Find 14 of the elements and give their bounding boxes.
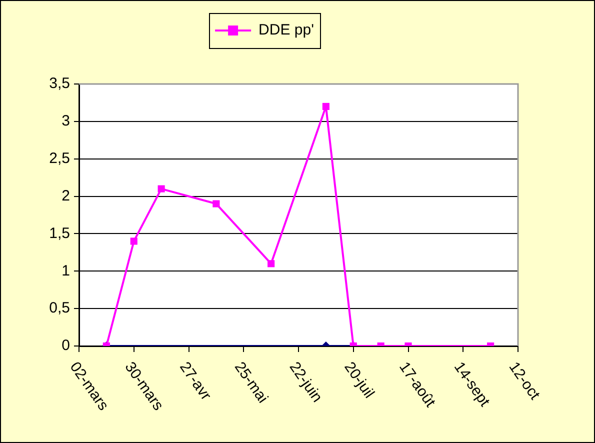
- y-tick-label: 2,5: [49, 150, 70, 167]
- y-tick-label: 0,5: [49, 300, 70, 317]
- y-tick-label: 3: [62, 112, 70, 130]
- point: [322, 102, 330, 110]
- y-tick-label: 1,5: [49, 224, 70, 242]
- point: [212, 200, 220, 208]
- point: [268, 260, 275, 268]
- y-tick-label: 2: [62, 187, 70, 204]
- point: [158, 185, 165, 192]
- y-tick-label: 1: [62, 262, 70, 280]
- y-tick-label: 0: [62, 337, 70, 354]
- y-tick-label: 3,5: [49, 75, 70, 92]
- legend-label: DDE pp': [258, 22, 314, 39]
- point: [130, 238, 138, 245]
